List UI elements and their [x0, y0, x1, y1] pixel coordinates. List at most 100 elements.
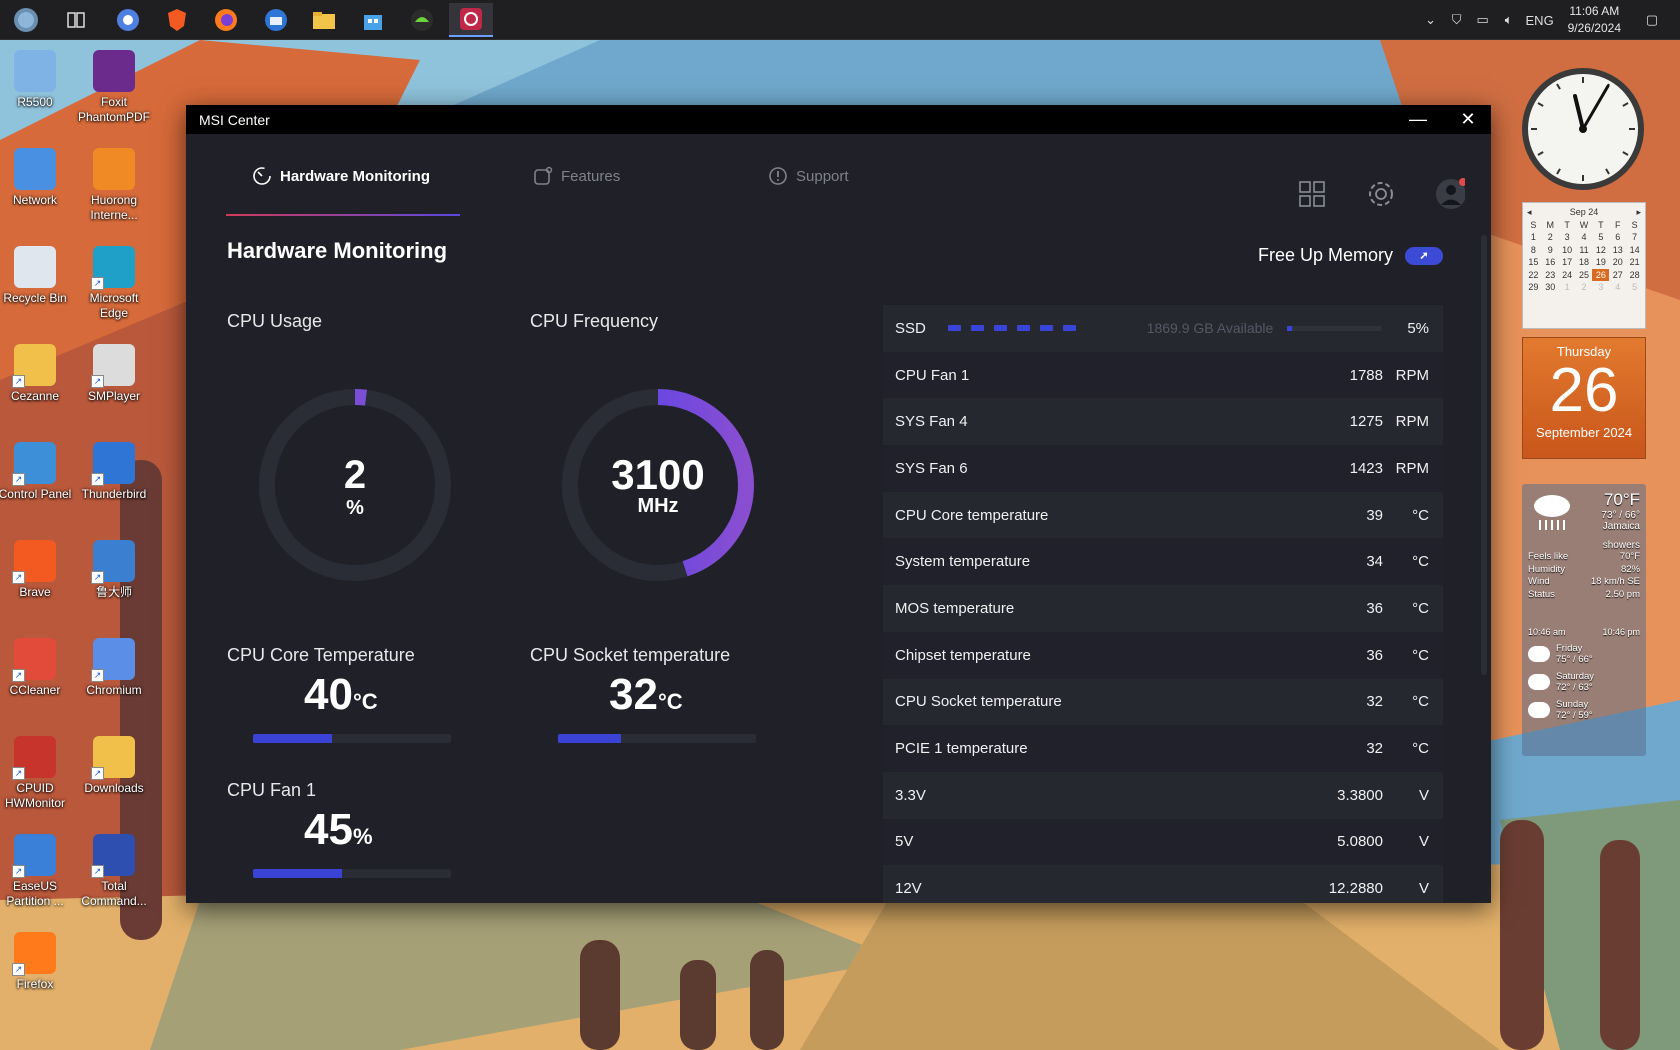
free-up-memory-toggle[interactable]: ➚ — [1405, 246, 1443, 265]
calendar-day[interactable]: 18 — [1578, 257, 1589, 268]
calendar-day[interactable]: 11 — [1579, 244, 1589, 255]
calendar-day[interactable]: 16 — [1545, 257, 1556, 268]
apps-grid-button[interactable] — [1297, 179, 1327, 209]
calendar-day[interactable]: 4 — [1615, 282, 1621, 293]
calendar-day[interactable]: 5 — [1598, 232, 1604, 243]
calendar-day[interactable]: 8 — [1530, 244, 1536, 255]
firefox-icon: ↗ — [12, 932, 56, 976]
sensor-list: SSD 1869.9 GB Available 5% CPU Fan 1 1788… — [883, 305, 1443, 903]
calendar-day[interactable]: 30 — [1545, 282, 1556, 293]
desktop-icon[interactable]: ↗ Thunderbird — [74, 442, 154, 502]
desktop-icon[interactable]: ↗ Downloads — [74, 736, 154, 796]
calendar-day[interactable]: 14 — [1629, 244, 1640, 255]
calendar-day[interactable]: 19 — [1595, 257, 1606, 268]
desktop-icon[interactable]: ↗ CPUID HWMonitor — [0, 736, 75, 811]
calendar-day[interactable]: 12 — [1595, 244, 1606, 255]
network-icon[interactable]: ▭ — [1476, 12, 1489, 27]
notifications-icon[interactable]: ▢ — [1645, 12, 1659, 27]
calendar-day[interactable]: 28 — [1629, 269, 1640, 280]
minimize-button[interactable]: — — [1409, 109, 1427, 129]
calendar-day[interactable]: 9 — [1547, 244, 1553, 255]
desktop-icon[interactable]: ↗ Brave — [0, 540, 75, 600]
tab-hardware-monitoring[interactable]: Hardware Monitoring — [252, 156, 430, 196]
taskbar-firefox[interactable] — [204, 3, 248, 37]
calendar-day[interactable]: 2 — [1547, 232, 1553, 243]
desktop-icon[interactable]: ↗ Control Panel — [0, 442, 75, 502]
desktop-icon[interactable]: ↗ Microsoft Edge — [74, 246, 154, 321]
desktop-icon[interactable]: ↗ Chromium — [74, 638, 154, 698]
task-view-button[interactable] — [54, 3, 98, 37]
forecast-day: Saturday — [1556, 671, 1595, 682]
desktop-icon[interactable]: ↗ CCleaner — [0, 638, 75, 698]
desktop-icon[interactable]: ↗ SMPlayer — [74, 344, 154, 404]
sunset-time: 10:46 pm — [1602, 627, 1640, 637]
calendar-day[interactable]: 27 — [1612, 269, 1623, 280]
forecast-text: Friday 75° / 66° — [1556, 643, 1593, 665]
calendar-day[interactable]: 17 — [1562, 257, 1573, 268]
calendar-day[interactable]: 22 — [1528, 269, 1539, 280]
taskbar-nvidia[interactable] — [400, 3, 444, 37]
calendar-day[interactable]: 15 — [1528, 257, 1539, 268]
desktop-icon[interactable]: ↗ Firefox — [0, 932, 75, 992]
desktop-icon[interactable]: ↗ Cezanne — [0, 344, 75, 404]
calendar-day[interactable]: 2 — [1581, 282, 1587, 293]
settings-button[interactable] — [1366, 179, 1396, 209]
desktop-icon[interactable]: R5500 — [0, 50, 75, 110]
start-button[interactable] — [4, 3, 48, 37]
taskbar-store[interactable] — [351, 3, 395, 37]
bar-fill — [558, 734, 622, 743]
calendar-day[interactable]: 23 — [1545, 269, 1556, 280]
calendar-day[interactable]: 20 — [1612, 257, 1623, 268]
sensor-unit: V — [1418, 786, 1429, 804]
calendar-day[interactable]: 5 — [1632, 282, 1638, 293]
desktop-icon[interactable]: Huorong Interne... — [74, 148, 154, 223]
security-icon[interactable]: ⛉ — [1451, 12, 1462, 27]
calendar-day[interactable]: 1 — [1530, 232, 1536, 243]
calendar-day[interactable]: 3 — [1564, 232, 1570, 243]
tab-support[interactable]: Support — [768, 156, 849, 196]
taskbar-thunderbird[interactable] — [254, 3, 298, 37]
taskbar-file-explorer[interactable] — [302, 3, 346, 37]
weather-location: Jamaica — [1602, 521, 1640, 532]
chromium-icon: ↗ — [91, 638, 135, 682]
tab-features[interactable]: Features — [533, 156, 620, 196]
taskbar-chrome[interactable] — [106, 3, 150, 37]
calendar-day[interactable]: 21 — [1629, 257, 1640, 268]
next-month-icon[interactable]: ▸ — [1636, 207, 1641, 217]
desktop-icon[interactable]: Foxit PhantomPDF — [74, 50, 154, 125]
cpu-usage-value: 2 — [343, 453, 367, 497]
calendar-day[interactable]: 7 — [1632, 232, 1638, 243]
chevron-up-icon[interactable]: ⌄ — [1425, 12, 1437, 27]
language-indicator[interactable]: ENG — [1525, 12, 1554, 28]
calendar-day[interactable]: 26 — [1592, 268, 1610, 282]
calendar-day[interactable]: 13 — [1612, 244, 1623, 255]
calendar-day[interactable]: 25 — [1578, 269, 1589, 280]
desktop-icon[interactable]: ↗ Total Command... — [74, 834, 154, 909]
user-account-button[interactable] — [1435, 178, 1465, 209]
sensor-name: SSD — [895, 319, 926, 337]
desktop-icon-label: Recycle Bin — [3, 291, 67, 305]
sensor-list-scrollbar[interactable] — [1481, 235, 1487, 675]
calendar-day[interactable]: 24 — [1562, 269, 1573, 280]
desktop-icon[interactable]: ↗ 鲁大师 — [74, 540, 154, 600]
calendar-day[interactable]: 3 — [1598, 282, 1604, 293]
volume-icon[interactable]: 🔈︎ — [1504, 12, 1513, 27]
calendar-day[interactable]: 29 — [1528, 282, 1539, 293]
calendar-day[interactable]: 4 — [1581, 232, 1587, 243]
close-button[interactable]: ✕ — [1460, 109, 1476, 129]
calendar-day[interactable]: 6 — [1615, 232, 1621, 243]
desktop-icon[interactable]: Recycle Bin — [0, 246, 75, 306]
taskbar-msi-center[interactable] — [449, 3, 493, 37]
taskbar-brave[interactable] — [155, 3, 199, 37]
free-up-memory[interactable]: Free Up Memory ➚ — [1258, 245, 1443, 266]
weather-widget: 70°F 73° / 66° Jamaica showers Feels lik… — [1522, 484, 1646, 756]
calendar-day[interactable]: 10 — [1562, 244, 1573, 255]
desktop-icon-label: Downloads — [84, 781, 144, 795]
taskbar-clock[interactable]: 11:06 AM 9/26/2024 — [1568, 3, 1621, 37]
weather-detail-row: Humidity 82% — [1528, 564, 1640, 577]
desktop-icon[interactable]: Network — [0, 148, 75, 208]
desktop-icon[interactable]: ↗ EaseUS Partition ... — [0, 834, 75, 909]
prev-month-icon[interactable]: ◂ — [1527, 207, 1532, 217]
date-month: September 2024 — [1535, 425, 1633, 440]
calendar-day[interactable]: 1 — [1564, 282, 1570, 293]
